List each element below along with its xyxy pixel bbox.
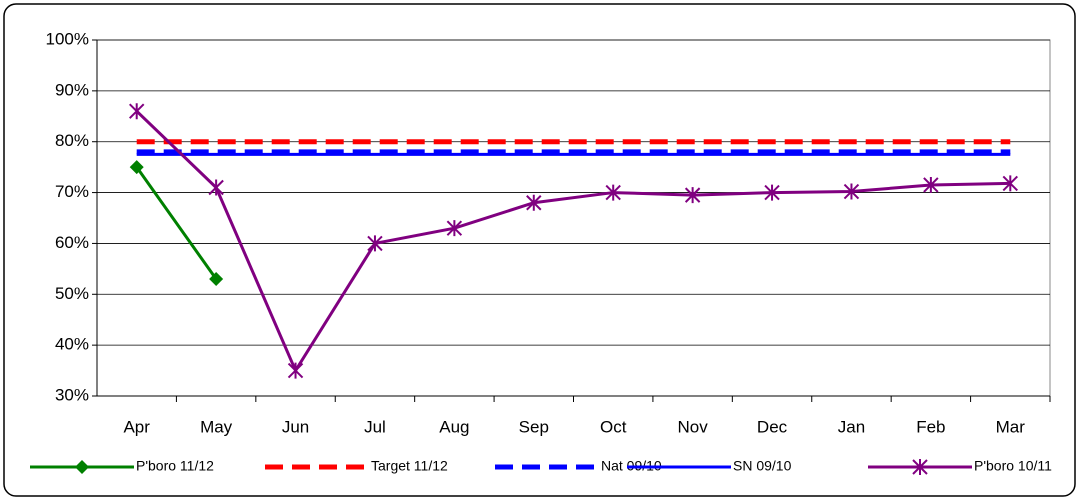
marker — [287, 362, 304, 379]
y-tick-label: 60% — [55, 233, 89, 252]
marker — [208, 179, 224, 196]
legend-label: Target 11/12 — [371, 458, 448, 474]
marker — [684, 187, 701, 204]
plot-area — [96, 39, 1051, 397]
x-tick-label: Dec — [757, 417, 788, 436]
marker — [446, 220, 463, 237]
marker — [764, 184, 780, 201]
marker — [923, 176, 939, 193]
x-tick-label: Jun — [282, 417, 309, 436]
y-tick-label: 40% — [55, 335, 89, 354]
y-tick-label: 100% — [46, 29, 89, 48]
x-tick-label: Apr — [123, 417, 150, 436]
marker — [912, 459, 928, 475]
marker — [367, 235, 383, 252]
y-tick-label: 90% — [55, 80, 89, 99]
x-tick-label: Oct — [600, 417, 627, 436]
x-tick-label: Sep — [519, 417, 549, 436]
y-tick-label: 80% — [55, 131, 89, 150]
x-tick-label: Nov — [678, 417, 709, 436]
marker — [605, 184, 621, 201]
x-tick-label: May — [200, 417, 233, 436]
marker — [526, 194, 542, 211]
x-tick-label: Aug — [439, 417, 469, 436]
y-tick-label: 50% — [55, 284, 89, 303]
marker — [129, 160, 144, 175]
series-line — [135, 110, 1011, 374]
legend-label: SN 09/10 — [733, 458, 792, 474]
x-tick-label: Jan — [838, 417, 865, 436]
marker — [843, 183, 860, 200]
x-tick-label: Feb — [916, 417, 945, 436]
series-line — [135, 166, 218, 280]
legend-label: P'boro 10/11 — [974, 458, 1052, 474]
y-tick-label: 30% — [55, 385, 89, 404]
marker — [129, 103, 145, 120]
y-tick-label: 70% — [55, 182, 89, 201]
x-tick-label: Jul — [364, 417, 386, 436]
legend-label: P'boro 11/12 — [136, 458, 214, 474]
x-tick-label: Mar — [996, 417, 1026, 436]
marker — [1002, 175, 1018, 192]
marker — [209, 272, 224, 287]
marker — [75, 460, 89, 474]
